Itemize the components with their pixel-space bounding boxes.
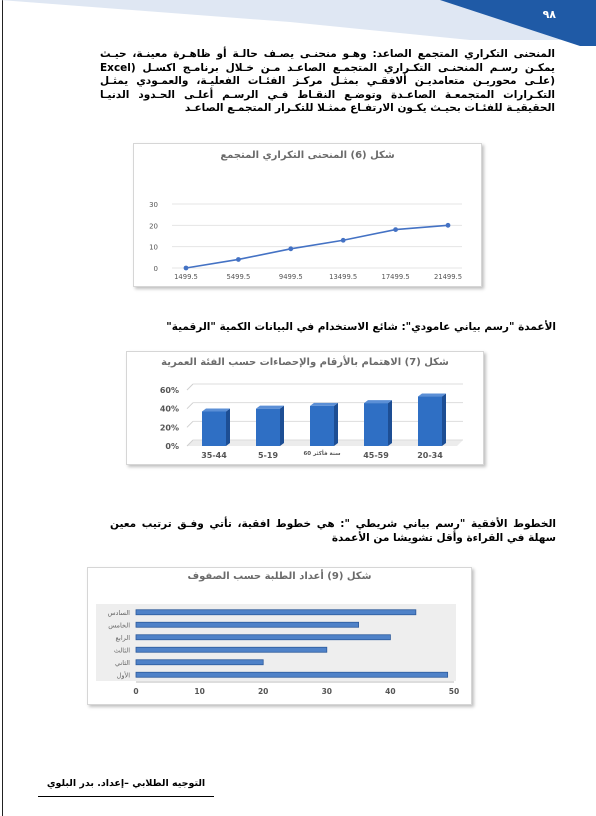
bar: [135, 609, 417, 616]
x-tick-label: 50: [449, 687, 459, 696]
x-tick-label: 45-59: [363, 451, 389, 460]
bar: [418, 396, 442, 446]
line-chart-svg: 0 10 20 30 1499.5 5499.5 9499.5 13499.5 17499.5 2…: [149, 201, 462, 281]
x-tick-label: 10: [194, 687, 204, 696]
bar-side: [280, 405, 284, 446]
x-tick-label: 13499.5: [329, 273, 357, 281]
bar-top: [202, 408, 230, 412]
bar: [256, 408, 280, 446]
x-tick-label: 5499.5: [227, 273, 251, 281]
hbar-chart-svg: 0 10 20 30 40 50 السادس الخامس الرابع الثالث الثان…: [96, 604, 459, 696]
bar: [310, 405, 334, 446]
x-tick-label: 1499.5: [174, 273, 198, 281]
data-point: [393, 227, 398, 232]
footer-rule: [38, 796, 214, 797]
bar: [135, 671, 449, 678]
y-tick-label: 30: [149, 201, 158, 209]
bar-top: [310, 402, 338, 406]
paragraph-columns: الأعمدة "رسم بياني عامودي": شائع الاستخد…: [166, 321, 556, 333]
y-tick-label: 0: [154, 265, 158, 273]
chart-cumulative-line: شكل (6) المنحنى التكراري المتجمع 0 10 20 30…: [133, 143, 482, 287]
y-tick-label: 20%: [160, 423, 179, 432]
x-tick-label: 20-34: [417, 451, 443, 460]
plot-area: [96, 604, 456, 681]
paragraph-cumulative-curve: المنحنى التكراري المتجمع الصاعد: وهـو من…: [100, 48, 555, 115]
series-line: [185, 224, 449, 269]
bar-top: [418, 393, 446, 397]
header-band: [0, 0, 596, 46]
bar: [135, 646, 328, 653]
bar-side: [442, 393, 446, 446]
header-shape-dark: [440, 0, 596, 46]
page-left-border: [2, 0, 3, 816]
bar-side: [334, 402, 338, 446]
bar: [135, 659, 264, 666]
bar: [135, 621, 360, 628]
y-tick-label: الثاني: [115, 659, 130, 667]
y-tick-label: 10: [149, 244, 158, 252]
bar-side: [226, 408, 230, 446]
bar-side: [388, 400, 392, 446]
x-tick-label: 40: [385, 687, 395, 696]
y-tick-label: 40%: [160, 405, 179, 414]
bar-top: [256, 405, 284, 409]
data-point: [340, 237, 346, 243]
data-point: [445, 222, 451, 228]
x-tick-label: 20: [258, 687, 268, 696]
y-tick-label: السادس: [108, 609, 131, 617]
chart-title: شكل (6) المنحنى التكراري المتجمع: [220, 150, 395, 161]
y-tick-label: الثالث: [114, 646, 130, 654]
y-tick-label: الخامس: [108, 621, 130, 629]
bar: [202, 411, 226, 446]
footer-author: التوجيه الطلابي –إعداد. بدر البلوي: [46, 778, 206, 789]
x-tick-label: 21499.5: [434, 273, 462, 281]
header-shape-light: [0, 0, 596, 40]
chart-grades-hbar: شكل (9) أعداد الطلبة حسب الصفوف 0 10 20 30 4…: [87, 567, 472, 705]
y-tick-label: 20: [149, 222, 158, 230]
y-tick-label: 0%: [165, 442, 179, 451]
x-tick-label: 35-44: [201, 451, 227, 460]
bar: [364, 403, 388, 446]
y-tick-label: الرابع: [116, 634, 131, 642]
x-tick-label: 9499.5: [279, 273, 303, 281]
x-tick-label: 30: [322, 687, 332, 696]
gridline-side: [186, 383, 194, 391]
gridline-side: [186, 439, 194, 447]
data-point: [288, 246, 294, 252]
y-tick-label: 60%: [160, 386, 179, 395]
paragraph-horizontal-bars: الخطوط الأفقية "رسم بياني شريطي ": هي خط…: [110, 518, 556, 544]
data-point: [236, 257, 241, 262]
x-tick-label: 17499.5: [382, 273, 410, 281]
x-tick-label: 60 سنة فأكثر: [303, 449, 340, 457]
data-point: [183, 265, 189, 271]
y-tick-label: الأول: [117, 670, 131, 679]
bar: [135, 634, 391, 641]
x-tick-label: 5-19: [258, 451, 278, 460]
gridline-side: [186, 402, 194, 410]
page-number: ٩٨: [542, 8, 556, 21]
chart-age-bar: شكل (7) الاهتمام بالأرقام والإحصاءات حسب…: [126, 351, 484, 465]
bar-chart-svg: 0% 20% 40% 60% 35-44 5-19 60 سنة فأكثر 45-59 20-…: [160, 383, 463, 460]
bar-top: [364, 400, 392, 404]
gridline-side: [186, 420, 194, 428]
chart-title: شكل (7) الاهتمام بالأرقام والإحصاءات حسب…: [161, 357, 449, 368]
chart-title: شكل (9) أعداد الطلبة حسب الصفوف: [187, 571, 372, 582]
x-tick-label: 0: [133, 687, 138, 696]
